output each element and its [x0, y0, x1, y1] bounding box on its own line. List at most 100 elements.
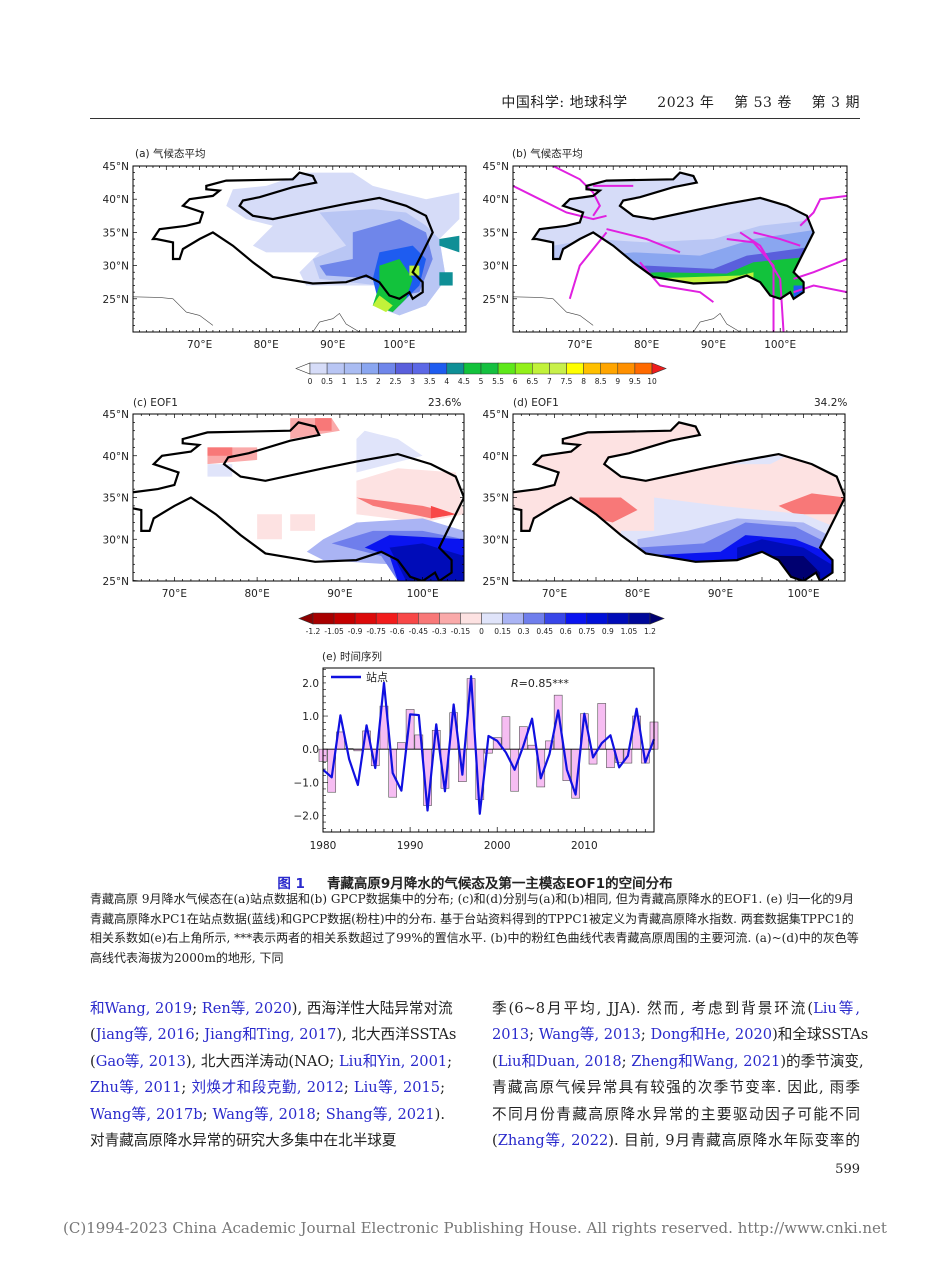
map-content [133, 171, 460, 332]
r-value: =0.85*** [519, 677, 570, 690]
panel-b-title: (b) 气候态平均 [512, 148, 583, 160]
colorbar-swatch [343, 362, 362, 375]
colorbar-swatch [565, 612, 588, 625]
r-symbol: R [511, 677, 519, 690]
colorbar-label: 3 [410, 377, 415, 386]
colorbar-swatch [481, 612, 503, 625]
colorbar-arrow-low [298, 612, 314, 625]
panel-d-title: (d) EOF1 [513, 397, 559, 409]
y-tick-label: −2.0 [294, 810, 320, 822]
colorbar-label: 0 [308, 377, 313, 386]
citation-link[interactable]: Wang等, 2013 [538, 1026, 641, 1044]
colorbar-swatch [600, 362, 619, 375]
citation-link[interactable]: 和Wang, 2019 [90, 1000, 193, 1017]
lon-tick-label: 100°E [764, 339, 796, 351]
river-line [726, 238, 775, 332]
contour-fill [439, 235, 460, 253]
body-line: (Liu和Duan, 2018; Zheng和Wang, 2021)的季节演变, [492, 1049, 864, 1075]
contour-fill [533, 272, 754, 299]
lat-tick-label: 35°N [103, 493, 129, 505]
colorbar-label: 9 [615, 377, 620, 386]
citation-link[interactable]: Zheng和Wang, 2021 [631, 1052, 781, 1070]
lat-tick-label: 35°N [483, 493, 509, 505]
citation-link[interactable]: Shang等, 2021 [325, 1105, 435, 1123]
body-text: ; [315, 1105, 326, 1123]
citation-link[interactable]: Zhang等, 2022 [497, 1132, 609, 1150]
body-text: ; [640, 1026, 651, 1044]
lon-tick-label: 90°E [327, 588, 352, 600]
citation-link[interactable]: Wang等, 2017b [90, 1105, 203, 1123]
body-line: 青藏高原气候异常具有较强的次季节变率. 因此, 雨季 [492, 1075, 860, 1101]
chart-title: (e) 时间序列 [322, 650, 382, 663]
body-text: ), 北大西洋SSTAs [336, 1026, 457, 1044]
contour-fill [778, 493, 845, 515]
colorbar-label: 7.5 [561, 377, 573, 386]
lat-tick-label: 45°N [103, 161, 129, 173]
body-line: Zhu等, 2011; 刘焕才和段克勤, 2012; Liu等, 2015; [90, 1075, 445, 1101]
header-rule [90, 118, 860, 119]
lat-tick-label: 30°N [483, 261, 509, 273]
body-text: 不同月份青藏高原降水异常的主要驱动因子可能不同 [492, 1105, 860, 1123]
citation-link[interactable]: Liu等, 2015 [353, 1079, 441, 1097]
colorbar-label: -0.15 [451, 627, 471, 636]
citation-link[interactable]: Gao等, 2013 [95, 1052, 186, 1070]
contour-fill [315, 418, 332, 431]
lat-tick-label: 40°N [103, 194, 129, 206]
plateau-outline [133, 421, 464, 581]
body-text: ( [90, 1026, 96, 1044]
contour-fill [439, 272, 453, 286]
map-panel-0: 45°N 40°N 35°N 30°N 25°N 70°E 80°E 90°E 100°E [103, 161, 467, 351]
colorbar-swatch [418, 612, 440, 625]
citation-link[interactable]: Liu等, [813, 1000, 860, 1017]
citation-link[interactable]: Ren等, 2020 [201, 1000, 292, 1017]
colorbar-label: 5 [479, 377, 484, 386]
body-text: )的季节演变, [780, 1052, 864, 1070]
colorbar-swatch [395, 362, 413, 375]
body-text: ( [90, 1052, 96, 1070]
citation-link[interactable]: Liu和Duan, 2018 [497, 1052, 622, 1070]
citation-link[interactable]: Zhu等, 2011 [90, 1079, 182, 1097]
citation-link[interactable]: Jiang和Ting, 2017 [204, 1026, 337, 1044]
figure-title: 青藏高原9月降水的气候态及第一主模态EOF1的空间分布 [326, 876, 673, 892]
colorbar-label: 1.2 [644, 627, 656, 636]
colorbar-label: 0.9 [602, 627, 614, 636]
contour-fill [207, 464, 233, 477]
colorbar-swatch [326, 362, 345, 375]
river-line [606, 228, 681, 254]
panel-c-title: (c) EOF1 [133, 397, 178, 409]
body-text: ; [181, 1079, 192, 1097]
correlation-annotation: R=0.85*** [511, 677, 569, 690]
legend-label: 站点 [366, 670, 388, 684]
river-line [799, 194, 847, 227]
colorbar-swatch [460, 612, 482, 625]
lat-tick-label: 35°N [483, 227, 509, 239]
river-line [753, 231, 801, 247]
colorbar-label: -1.05 [324, 627, 344, 636]
citation-link[interactable]: Jiang等, 2016 [95, 1026, 195, 1044]
eof-colorbar: -1.2 -1.05 -0.9 -0.75 -0.6 -0.45 -0.3 -0.15 0 0.1… [298, 612, 665, 636]
citation-link[interactable]: Dong和He, 2020 [650, 1026, 773, 1044]
colorbar-label: 8 [581, 377, 586, 386]
citation-link[interactable]: 2013 [492, 1026, 530, 1044]
page-number: 599 [835, 1162, 860, 1177]
body-text: ; [194, 1026, 205, 1044]
figure-caption-title: 图 1 青藏高原9月降水的气候态及第一主模态EOF1的空间分布 [0, 872, 950, 892]
citation-link[interactable]: Wang等, 2018 [212, 1105, 316, 1123]
precip-colorbar: 0 0.5 1 1.5 2 2.5 3 3.5 4 4.5 5 5.5 6 6.5 7 7.5 8 8.5 9 9.5… [295, 362, 667, 386]
contour-fill [257, 514, 282, 540]
citation-link[interactable]: Liu和Yin, 2001 [338, 1052, 448, 1070]
plateau-outline [513, 421, 845, 581]
lat-tick-label: 35°N [103, 227, 129, 239]
river-line [513, 185, 607, 221]
colorbar-label: 8.5 [595, 377, 607, 386]
colorbar-swatch [361, 362, 379, 375]
lon-tick-label: 90°E [320, 339, 345, 351]
map-content [513, 166, 847, 332]
lon-tick-label: 90°E [708, 588, 733, 600]
contour-fill [793, 285, 814, 299]
contour-fill [372, 295, 393, 313]
colorbar-swatch [566, 362, 584, 375]
citation-link[interactable]: 刘焕才和段克勤, 2012 [191, 1079, 344, 1097]
panel-d-variance: 34.2% [814, 397, 848, 409]
